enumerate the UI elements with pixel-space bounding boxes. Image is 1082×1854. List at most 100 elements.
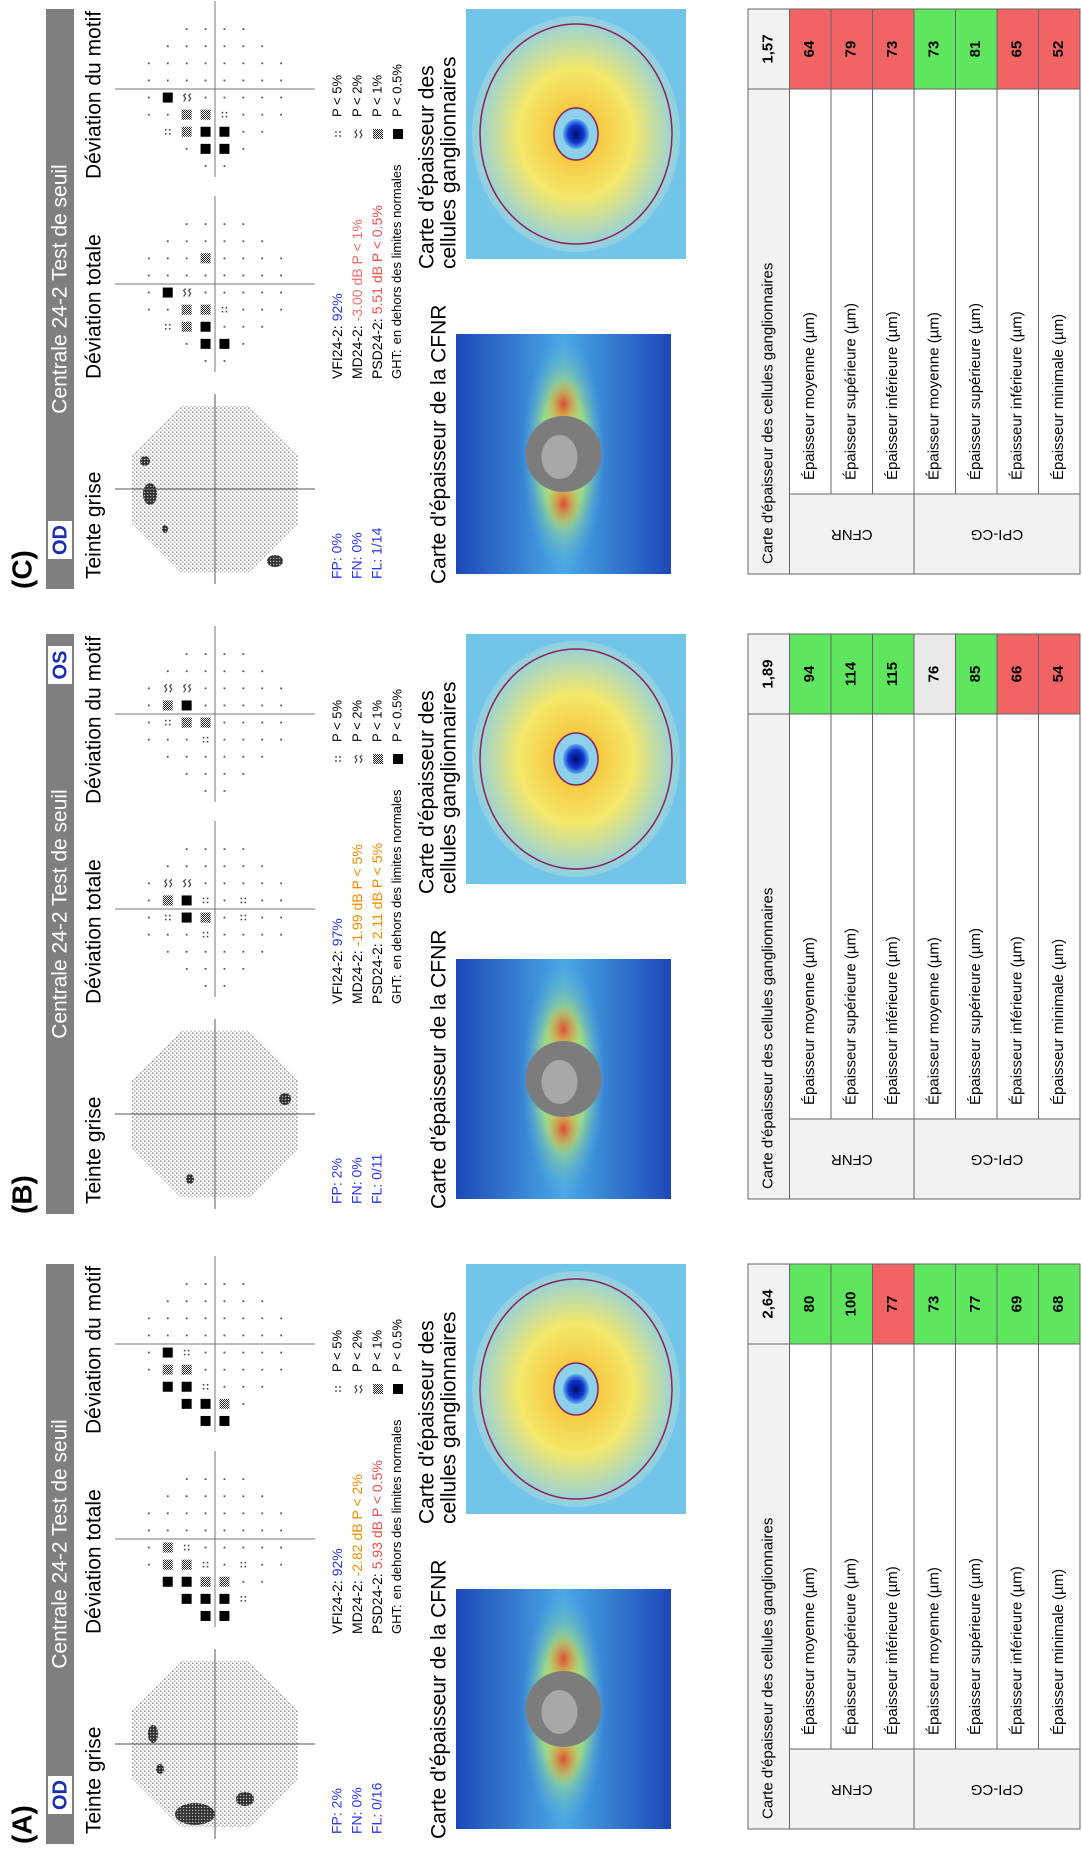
symbol-dot [186,951,188,953]
symbol-dot [224,968,226,970]
symbol-p5 [241,919,243,921]
symbol-p5 [335,131,337,133]
symbol-dot [280,1512,282,1514]
table-header: Carte d'épaisseur des cellules ganglionn… [760,263,777,564]
symbol-dot [280,80,282,82]
symbol-p5 [165,724,167,726]
symbol-p1 [182,305,192,315]
symbol-dot [148,97,150,99]
legend-label: P < 2% [349,700,364,742]
reliability-index: FP: 0% [329,533,345,579]
symbol-dot [224,1386,226,1388]
symbol-dot [242,1581,244,1583]
symbol-dot [242,223,244,225]
symbol-dot [224,165,226,167]
symbol-dot [186,257,188,259]
symbol-dot [261,1335,263,1337]
symbol-dot [186,343,188,345]
symbol-dot [148,80,150,82]
symbol-dot [224,1369,226,1371]
symbol-dot [205,653,207,655]
row-label: Épaisseur minimale (µm) [1050,939,1067,1105]
symbol-dot [205,790,207,792]
symbol-dot [242,1386,244,1388]
symbol-p05 [201,339,211,349]
symbol-dot [261,131,263,133]
image-label: cellules ganglionnaires [438,1312,461,1524]
symbol-p5 [169,328,171,330]
symbol-dot [148,705,150,707]
ght: GHT:en dehors des limites normales [389,1419,404,1634]
thickness-value: 66 [1009,666,1026,683]
symbol-dot [148,917,150,919]
greyscale-defect [279,1093,291,1105]
symbol-p5 [165,324,167,326]
symbol-dot [242,934,244,936]
symbol-dot [167,114,169,116]
symbol-p05 [201,1611,211,1621]
symbol-dot [242,257,244,259]
symbol-dot [261,240,263,242]
ratio-value: 1,89 [760,659,777,688]
table-header: Carte d'épaisseur des cellules ganglionn… [760,888,777,1189]
symbol-p05 [219,144,229,154]
symbol-p5 [226,311,228,313]
symbol-p1 [201,1577,211,1587]
greyscale-defect [143,483,157,505]
symbol-p5 [339,1386,341,1388]
symbol-dot [148,1335,150,1337]
symbol-p5 [184,1350,186,1352]
symbol-p2 [165,684,172,692]
thickness-value: 73 [926,41,943,58]
symbol-dot [224,62,226,64]
symbol-p5 [188,1350,190,1352]
symbol-p05 [201,1399,211,1409]
symbol-dot [224,865,226,867]
greyscale-defect [148,1725,158,1743]
symbol-dot [167,865,169,867]
greyscale-defect [175,1803,215,1825]
symbol-dot [224,275,226,277]
symbol-dot [261,756,263,758]
symbol-dot [242,670,244,672]
symbol-p5 [207,1388,209,1390]
gcl-map [466,634,686,884]
global-index: VFI24-2:97% [329,918,345,1004]
symbol-dot [205,45,207,47]
thickness-value: 79 [843,41,860,58]
table-header: Carte d'épaisseur des cellules ganglionn… [760,1518,777,1819]
symbol-dot [261,45,263,47]
symbol-dot [242,653,244,655]
symbol-dot [224,670,226,672]
symbol-dot [242,687,244,689]
symbol-p5 [222,311,224,313]
row-label: Épaisseur inférieure (µm) [1009,1566,1026,1735]
optic-cup [542,435,578,479]
legend-label: P < 2% [349,1330,364,1372]
reliability-index: FN: 0% [349,532,365,579]
page: (A)ODCentrale 24-2 Test de seuilTeinte g… [0,0,1082,1854]
symbol-dot [261,1495,263,1497]
symbol-dot [167,240,169,242]
index-value: -2.82 dB P < 2% [349,1474,365,1576]
symbol-p5 [188,1549,190,1551]
image-label: Carte d'épaisseur de la CFNR [428,930,451,1209]
symbol-p5 [165,915,167,917]
symbol-p5 [335,1386,337,1388]
symbol-dot [280,917,282,919]
symbol-dot [280,62,282,64]
symbol-dot [167,756,169,758]
symbol-p05 [201,1594,211,1604]
symbol-dot [167,45,169,47]
symbol-dot [261,292,263,294]
symbol-dot [205,985,207,987]
symbol-dot [224,1564,226,1566]
symbol-p5 [339,131,341,133]
legend-label: P < 1% [369,700,384,742]
symbol-p5 [165,133,167,135]
symbol-dot [242,240,244,242]
symbol-p1 [201,913,211,923]
symbol-dot [186,670,188,672]
thickness-value: 54 [1050,665,1067,682]
symbol-dot [186,1495,188,1497]
